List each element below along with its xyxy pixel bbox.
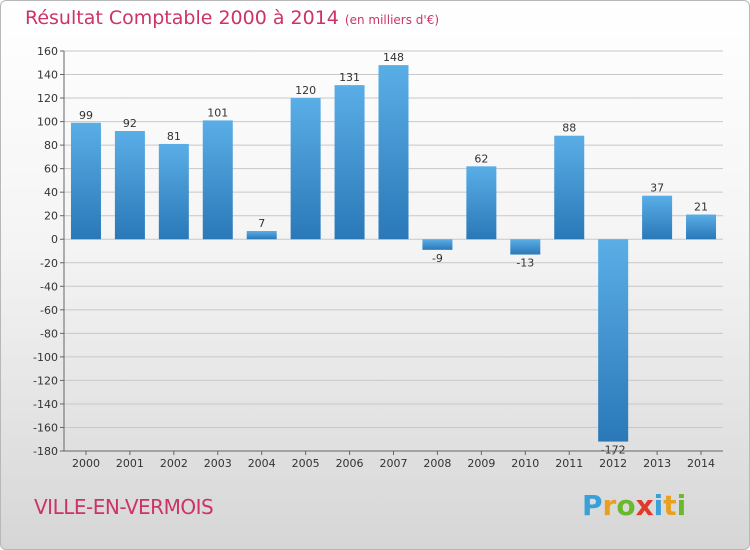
logo-letter: i <box>653 489 664 522</box>
bar <box>510 239 541 255</box>
bar <box>686 214 717 240</box>
bars <box>70 65 717 442</box>
y-tick-label: -120 <box>33 374 58 387</box>
logo-letter: t <box>663 489 677 522</box>
bar <box>70 122 101 240</box>
bar <box>422 239 453 250</box>
bar <box>158 143 189 240</box>
data-label: 148 <box>383 51 404 64</box>
data-label: 21 <box>694 201 708 214</box>
y-tick-label: -80 <box>40 327 58 340</box>
logo-letter: P <box>582 489 603 522</box>
y-tick-label: 60 <box>44 163 58 176</box>
bar <box>202 120 233 240</box>
data-label: -13 <box>516 257 534 270</box>
data-label: 81 <box>167 130 181 143</box>
x-tick-label: 2007 <box>380 457 408 470</box>
title-text: Résultat Comptable 2000 à 2014 <box>25 7 339 29</box>
bar <box>114 131 145 240</box>
y-tick-label: 20 <box>44 210 58 223</box>
bar <box>334 85 365 240</box>
y-tick-label: 120 <box>37 92 58 105</box>
x-tick-label: 2012 <box>599 457 627 470</box>
x-tick-label: 2002 <box>160 457 188 470</box>
y-tick-label: 0 <box>51 233 58 246</box>
data-label: 120 <box>295 84 316 97</box>
y-tick-label: -40 <box>40 280 58 293</box>
y-tick-label: 100 <box>37 116 58 129</box>
bar <box>246 231 277 240</box>
data-label: 37 <box>650 182 664 195</box>
data-label: -9 <box>432 252 443 265</box>
y-tick-label: -100 <box>33 351 58 364</box>
y-tick-label: -20 <box>40 257 58 270</box>
x-tick-label: 2014 <box>687 457 715 470</box>
x-axis: 2000 2001 2002 2003 2004 2005 2006 2007 2008 2009… <box>64 450 723 470</box>
data-label: -172 <box>601 444 626 457</box>
commune-name: VILLE-EN-VERMOIS <box>34 495 214 519</box>
logo-letter: r <box>602 489 617 522</box>
y-tick-label: 80 <box>44 139 58 152</box>
data-label: 99 <box>79 109 93 122</box>
data-label: 101 <box>207 106 228 119</box>
x-tick-label: 2006 <box>336 457 364 470</box>
x-tick-label: 2003 <box>204 457 232 470</box>
bar <box>378 65 409 240</box>
y-axis: 160 140 120 100 80 60 40 20 0 -20 -40 -60 -80 -100 -12… <box>33 45 65 458</box>
logo-letter: x <box>635 489 654 522</box>
x-tick-label: 2010 <box>511 457 539 470</box>
x-tick-label: 2013 <box>643 457 671 470</box>
x-tick-label: 2009 <box>467 457 495 470</box>
x-tick-label: 2005 <box>292 457 320 470</box>
bar <box>598 239 629 442</box>
x-tick-label: 2000 <box>72 457 100 470</box>
y-tick-label: -180 <box>33 445 58 458</box>
data-label: 62 <box>474 152 488 165</box>
y-tick-label: -60 <box>40 304 58 317</box>
y-tick-label: 160 <box>37 45 58 58</box>
data-label: 131 <box>339 71 360 84</box>
x-tick-label: 2011 <box>555 457 583 470</box>
proxiti-logo: Proxiti <box>582 489 686 522</box>
y-tick-label: -140 <box>33 398 58 411</box>
logo-letter: o <box>616 489 636 522</box>
x-tick-label: 2008 <box>423 457 451 470</box>
data-labels: 99 92 81 101 7 120 131 148 -9 62 -13 88 -172 37 21 <box>79 51 708 456</box>
bar <box>554 135 585 240</box>
data-label: 7 <box>258 217 265 230</box>
y-tick-label: 140 <box>37 69 58 82</box>
chart-subtitle: (en milliers d'€) <box>344 13 440 27</box>
y-tick-label: 40 <box>44 186 58 199</box>
grid-lines <box>64 50 723 452</box>
data-label: 88 <box>562 122 576 135</box>
y-tick-label: -160 <box>33 421 58 434</box>
chart-title: Résultat Comptable 2000 à 2014 (en millie… <box>25 7 439 29</box>
bar <box>290 98 321 240</box>
bar <box>466 166 497 240</box>
x-tick-label: 2004 <box>248 457 276 470</box>
bar <box>642 195 673 240</box>
x-tick-label: 2001 <box>116 457 144 470</box>
logo-letter: i <box>676 489 687 522</box>
data-label: 92 <box>123 117 137 130</box>
